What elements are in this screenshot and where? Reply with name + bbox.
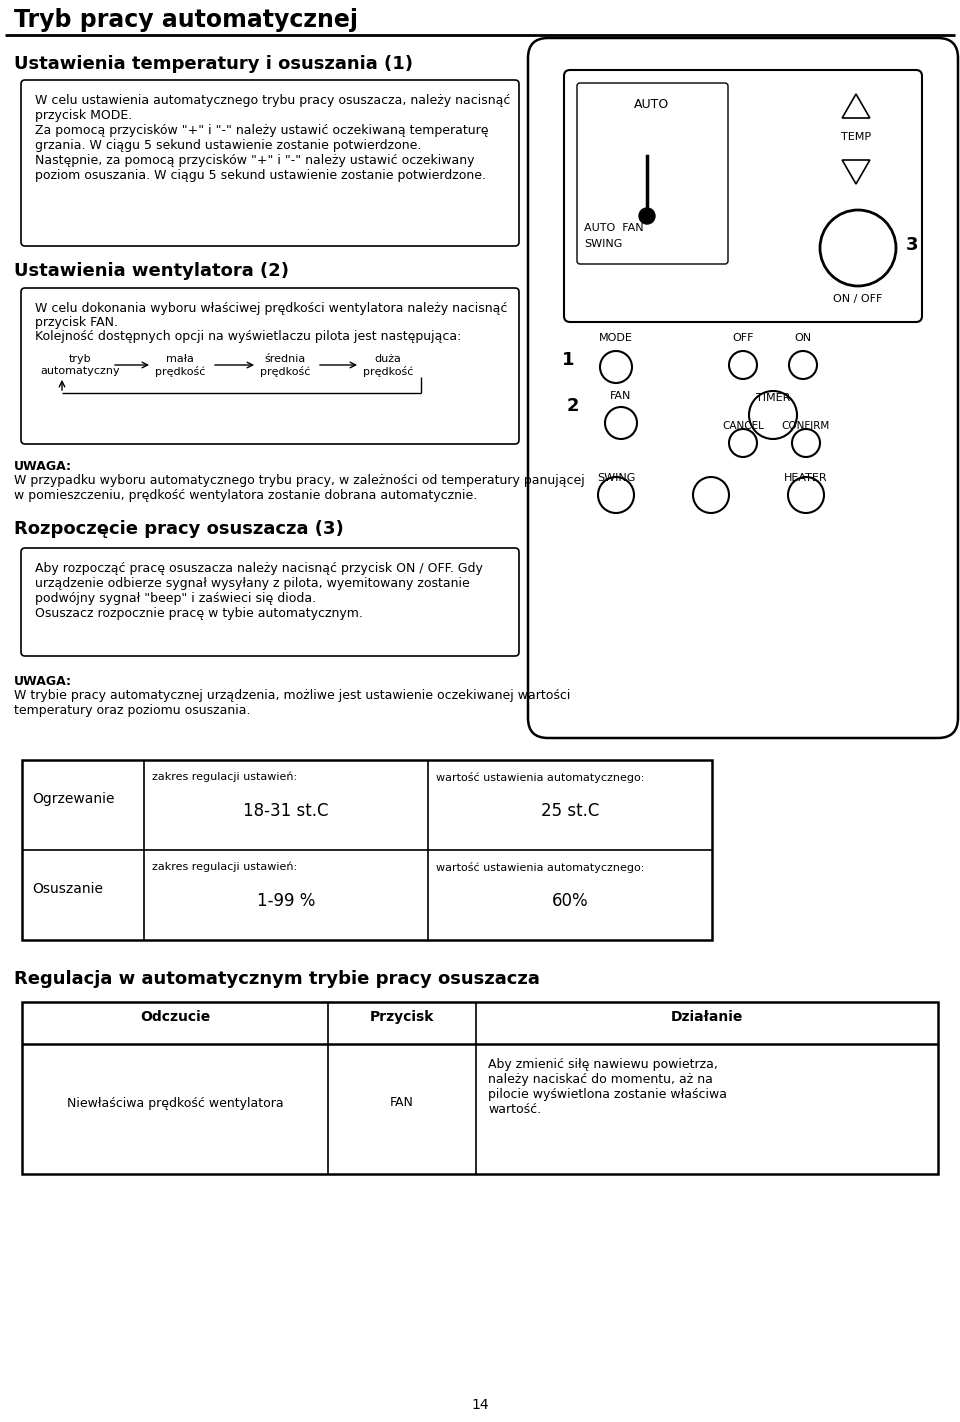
Text: SWING: SWING — [597, 474, 636, 483]
Text: AUTO: AUTO — [635, 98, 670, 111]
Text: Działanie: Działanie — [671, 1010, 743, 1024]
Text: SWING: SWING — [584, 239, 622, 249]
Text: Rozpoczęcie pracy osuszacza (3): Rozpoczęcie pracy osuszacza (3) — [14, 520, 344, 538]
Text: CANCEL: CANCEL — [722, 421, 764, 431]
Text: 18-31 st.C: 18-31 st.C — [243, 802, 328, 820]
Text: duża
prędkość: duża prędkość — [363, 354, 413, 377]
Text: W celu ustawienia automatycznego trybu pracy osuszacza, należy nacisnąć
przycisk: W celu ustawienia automatycznego trybu p… — [35, 94, 511, 182]
FancyBboxPatch shape — [577, 82, 728, 264]
Text: W celu dokonania wyboru właściwej prędkości wentylatora należy nacisnąć: W celu dokonania wyboru właściwej prędko… — [35, 301, 508, 316]
Text: Przycisk: Przycisk — [370, 1010, 434, 1024]
Text: wartość ustawienia automatycznego:: wartość ustawienia automatycznego: — [436, 772, 644, 784]
Text: ON / OFF: ON / OFF — [833, 294, 882, 304]
Text: W trybie pracy automatycznej urządzenia, możliwe jest ustawienie oczekiwanej war: W trybie pracy automatycznej urządzenia,… — [14, 690, 570, 717]
Text: Osuszanie: Osuszanie — [32, 882, 103, 896]
Text: UWAGA:: UWAGA: — [14, 675, 72, 688]
Text: 1-99 %: 1-99 % — [257, 892, 315, 910]
Text: UWAGA:: UWAGA: — [14, 459, 72, 474]
Text: Odczucie: Odczucie — [140, 1010, 210, 1024]
Text: Aby zmienić siłę nawiewu powietrza,
należy naciskać do momentu, aż na
pilocie wy: Aby zmienić siłę nawiewu powietrza, nale… — [488, 1058, 727, 1116]
Text: FAN: FAN — [611, 391, 632, 401]
Text: CONFIRM: CONFIRM — [781, 421, 830, 431]
Text: AUTO  FAN: AUTO FAN — [584, 223, 643, 233]
Text: 3: 3 — [906, 236, 919, 255]
Bar — [22, 759, 712, 940]
Text: tryb
automatyczny: tryb automatyczny — [40, 354, 120, 375]
Text: Aby rozpocząć pracę osuszacza należy nacisnąć przycisk ON / OFF. Gdy
urządzenie : Aby rozpocząć pracę osuszacza należy nac… — [35, 562, 483, 620]
Text: TEMP: TEMP — [841, 132, 871, 142]
Text: Tryb pracy automatycznej: Tryb pracy automatycznej — [14, 9, 358, 33]
Text: Ustawienia wentylatora (2): Ustawienia wentylatora (2) — [14, 262, 289, 280]
Text: 14: 14 — [471, 1398, 489, 1412]
Text: 25 st.C: 25 st.C — [540, 802, 599, 820]
Text: zakres regulacji ustawień:: zakres regulacji ustawień: — [152, 862, 298, 873]
FancyBboxPatch shape — [528, 38, 958, 738]
Text: OFF: OFF — [732, 333, 754, 343]
Text: ON: ON — [795, 333, 811, 343]
Text: wartość ustawienia automatycznego:: wartość ustawienia automatycznego: — [436, 862, 644, 873]
Text: przycisk FAN.: przycisk FAN. — [35, 316, 118, 328]
FancyBboxPatch shape — [564, 70, 922, 321]
Text: Ogrzewanie: Ogrzewanie — [32, 792, 114, 806]
Bar — [22, 1003, 938, 1175]
Text: zakres regulacji ustawień:: zakres regulacji ustawień: — [152, 772, 298, 782]
Text: Ustawienia temperatury i osuszania (1): Ustawienia temperatury i osuszania (1) — [14, 55, 413, 73]
Text: MODE: MODE — [599, 333, 633, 343]
Text: średnia
prędkość: średnia prędkość — [260, 354, 310, 377]
Text: mała
prędkość: mała prędkość — [155, 354, 205, 377]
Text: 1: 1 — [562, 351, 574, 368]
Circle shape — [639, 208, 655, 225]
Text: Kolejność dostępnych opcji na wyświetlaczu pilota jest następująca:: Kolejność dostępnych opcji na wyświetlac… — [35, 330, 462, 343]
Text: 2: 2 — [566, 397, 579, 415]
Text: TIMER: TIMER — [756, 392, 790, 402]
Text: Niewłaściwa prędkość wentylatora: Niewłaściwa prędkość wentylatora — [66, 1096, 283, 1109]
Text: 60%: 60% — [552, 892, 588, 910]
Text: FAN: FAN — [390, 1096, 414, 1109]
Text: Regulacja w automatycznym trybie pracy osuszacza: Regulacja w automatycznym trybie pracy o… — [14, 970, 540, 988]
Text: HEATER: HEATER — [784, 474, 828, 483]
Text: W przypadku wyboru automatycznego trybu pracy, w zależności od temperatury panuj: W przypadku wyboru automatycznego trybu … — [14, 474, 585, 502]
